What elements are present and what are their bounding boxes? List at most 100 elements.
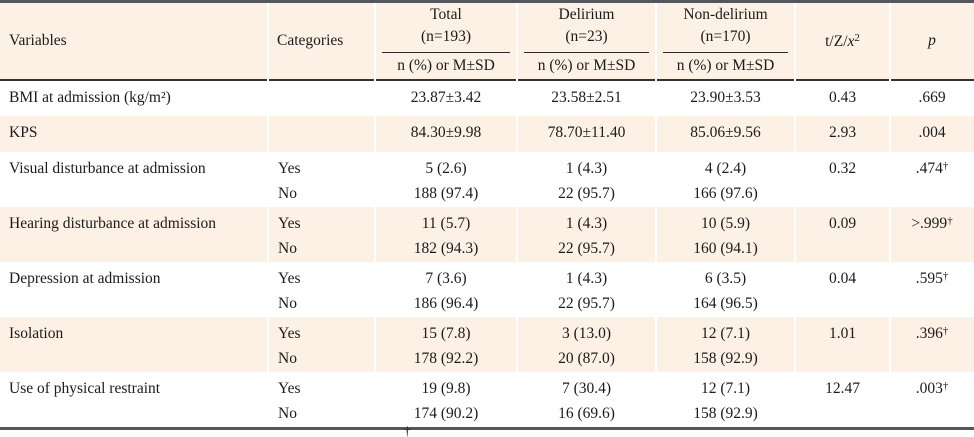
value-line: 15 (7.8) [421,325,471,342]
value-line: 23.87±3.42 [410,89,482,106]
table-body: BMI at admission (kg/m²) 23.87±3.42 23.58±… [0,80,974,427]
header-group-non-delirium: Non-delirium (n=170) n (%) or M±SD [656,3,795,81]
category-label: No [278,295,297,312]
p-value-cell: .595† [890,262,974,317]
value-line: 6 (3.5) [704,270,747,287]
p-value: .595 [915,270,943,287]
total-cell: 15 (7.8) 178 (92.2) [375,317,517,372]
delirium-cell: 1 (4.3) 22 (95.7) [517,207,656,262]
table-row: Hearing disturbance at admission Yes No 11 … [0,207,974,262]
p-value: .474 [915,160,943,177]
group-non-delirium-subheader: n (%) or M±SD [663,52,788,79]
group-total-label: Total [430,6,462,23]
non-delirium-cell: 85.06±9.56 [656,116,795,152]
total-cell: 5 (2.6) 188 (97.4) [375,152,517,207]
value-line: 20 (87.0) [558,350,615,367]
value-line: 16 (69.6) [558,405,615,422]
value-line: 158 (92.9) [693,405,758,422]
value-line: 7 (30.4) [561,380,612,397]
dagger-icon: † [942,160,949,172]
non-delirium-cell: 10 (5.9) 160 (94.1) [656,207,795,262]
statistic-cell: 12.47 [825,380,860,397]
non-delirium-cell: 6 (3.5) 164 (96.5) [656,262,795,317]
table-row: KPS 84.30±9.98 78.70±11.40 85.06±9.56 2.93 .0… [0,116,974,152]
variable-cell: Isolation [0,317,268,372]
total-cell: 23.87±3.42 [375,80,517,116]
categories-cell: Yes No [268,372,375,427]
non-delirium-cell: 12 (7.1) 158 (92.9) [656,372,795,427]
variable-cell: BMI at admission (kg/m²) [9,89,171,106]
delirium-cell: 23.58±2.51 [517,80,656,116]
table-bottom-rule [0,427,974,430]
value-line: 174 (90.2) [413,405,479,422]
header-group-delirium: Delirium (n=23) n (%) or M±SD [517,3,656,81]
categories-cell: Yes No [268,317,375,372]
value-line: 164 (96.5) [693,295,758,312]
delirium-cell: 3 (13.0) 20 (87.0) [517,317,656,372]
variable-cell: KPS [0,116,268,152]
category-label: Yes [278,380,301,397]
categories-cell: Yes No [268,262,375,317]
value-line: 1 (4.3) [565,160,608,177]
statistic-cell: 0.04 [828,270,857,287]
statistic-prefix: t/Z/ [825,32,848,50]
dagger-icon: † [947,215,953,227]
p-value-cell: .474† [890,152,974,207]
statistic-cell: 0.32 [828,160,857,177]
p-value: .669 [918,89,946,106]
categories-cell [268,80,375,116]
non-delirium-cell: 4 (2.4) 166 (97.6) [656,152,795,207]
delirium-cell: 7 (30.4) 16 (69.6) [517,372,656,427]
delirium-cell: 78.70±11.40 [517,116,656,152]
category-label: No [278,405,297,422]
value-line: 3 (13.0) [561,325,612,342]
group-delirium-subheader: n (%) or M±SD [524,52,649,79]
variable-cell: Depression at admission [9,270,161,287]
value-line: 11 (5.7) [421,215,471,232]
table-header: Variables Categories Total (n=193) n (%)… [0,3,974,81]
header-categories: Categories [268,3,375,81]
group-total-n: (n=193) [420,28,472,45]
dagger-icon: † [942,325,949,337]
delirium-cell: 1 (4.3) 22 (95.7) [517,262,656,317]
delirium-cell: 1 (4.3) 22 (95.7) [517,152,656,207]
value-line: 23.58±2.51 [551,89,622,106]
value-line: 5 (2.6) [425,160,467,177]
value-line: 178 (92.2) [413,350,479,367]
table-row: Use of physical restraint Yes No 19 (9.8) 17… [0,372,974,427]
table-top-rule [0,0,974,3]
header-p-value: p [890,3,974,81]
categories-cell [268,116,375,152]
total-cell: 84.30±9.98 [375,116,517,152]
value-line: 84.30±9.98 [410,124,482,141]
table-row: BMI at admission (kg/m²) 23.87±3.42 23.58±… [0,80,974,116]
total-cell: 11 (5.7) 182 (94.3) [375,207,517,262]
total-cell: 19 (9.8) 174 (90.2) [375,372,517,427]
category-label: No [278,350,297,367]
non-delirium-cell: 12 (7.1) 158 (92.9) [656,317,795,372]
value-line: 158 (92.9) [693,350,758,367]
group-total: Total (n=193) n (%) or M±SD [375,3,517,79]
p-value-cell: .396† [890,317,974,372]
category-label: Yes [278,270,301,287]
category-label: Yes [278,160,301,177]
value-line: 160 (94.1) [693,240,758,257]
value-line: 85.06±9.56 [690,124,761,141]
header-group-total: Total (n=193) n (%) or M±SD [375,3,517,81]
p-value: .003 [915,380,943,397]
group-delirium-n: (n=23) [565,28,608,45]
category-label: No [278,240,297,257]
value-line: 1 (4.3) [565,270,608,287]
p-value-cell: .003† [890,372,974,427]
statistic-cell: 0.43 [828,89,857,106]
value-line: 182 (94.3) [413,240,479,257]
header-variables: Variables [0,3,268,81]
variable-cell: Hearing disturbance at admission [0,207,268,262]
group-delirium-label: Delirium [558,6,615,23]
value-line: 7 (3.6) [425,270,467,287]
value-line: 188 (97.4) [413,185,479,202]
statistic-cell: 1.01 [795,317,890,372]
p-value: >.999 [911,215,948,232]
table-row: Visual disturbance at admission Yes No 5 (2… [0,152,974,207]
